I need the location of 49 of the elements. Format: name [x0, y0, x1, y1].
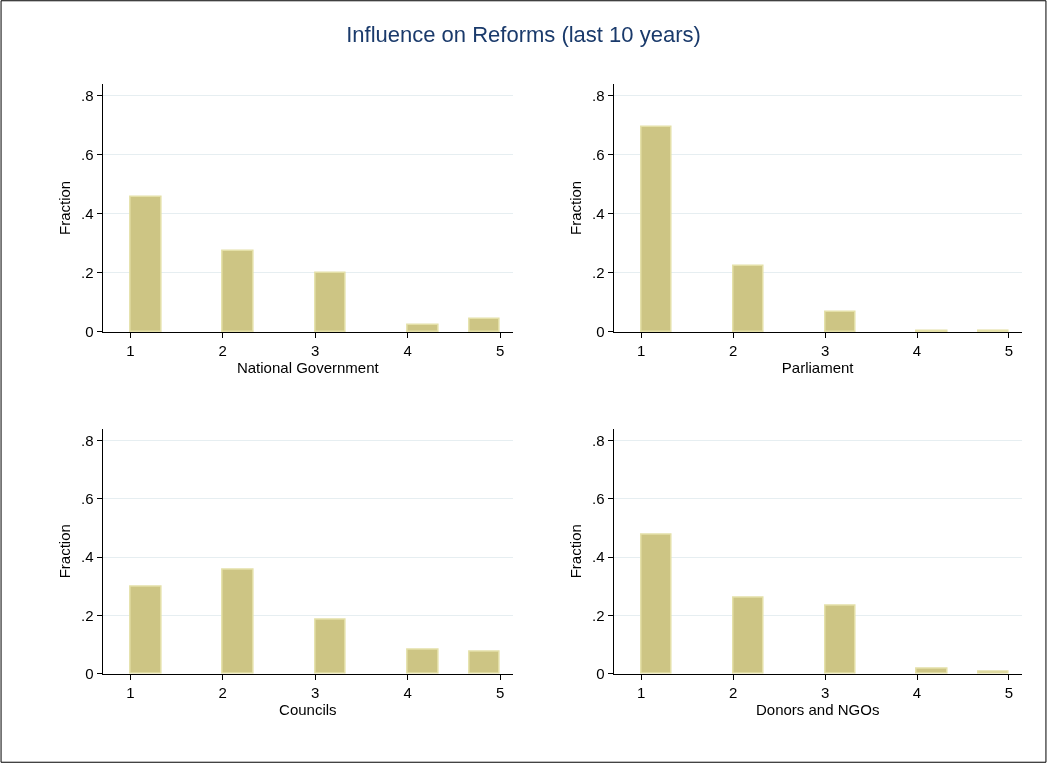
- chart-title: Influence on Reforms (last 10 years): [346, 22, 701, 48]
- x-tick-label: 5: [1004, 683, 1014, 701]
- y-tick-label: 0: [596, 664, 605, 682]
- y-tick-label: .8: [81, 431, 94, 449]
- y-tick-label: .6: [81, 490, 94, 508]
- x-tick-label: 5: [495, 341, 505, 359]
- y-tick-label: .8: [592, 431, 605, 449]
- x-tick-label: 3: [311, 341, 320, 359]
- x-axis-title: National Government: [236, 358, 380, 376]
- x-tick-label: 1: [126, 341, 135, 359]
- y-tick-label: .4: [81, 205, 94, 223]
- x-tick-label: 1: [126, 683, 135, 701]
- y-tick-label: .4: [592, 205, 605, 223]
- x-tick-label: 5: [495, 683, 505, 701]
- y-tick-label: .6: [592, 490, 605, 508]
- x-tick-label: 2: [728, 683, 738, 701]
- x-tick-label: 4: [912, 341, 922, 359]
- x-tick-label: 4: [912, 683, 922, 701]
- x-axis-title: Parliament: [781, 358, 855, 376]
- y-axis-title: Fraction: [56, 180, 74, 236]
- x-tick-label: 4: [403, 683, 412, 701]
- y-tick-label: .6: [81, 146, 94, 164]
- x-axis-title: Donors and NGOs: [756, 700, 880, 718]
- x-tick-label: 1: [636, 341, 646, 359]
- x-tick-label: 5: [1004, 341, 1014, 359]
- y-tick-label: .8: [81, 86, 94, 104]
- y-tick-label: 0: [596, 323, 605, 341]
- y-axis-title: Fraction: [56, 524, 74, 579]
- y-tick-label: .2: [592, 606, 605, 624]
- y-tick-label: .8: [592, 86, 605, 104]
- x-tick-label: 3: [820, 341, 830, 359]
- x-tick-label: 2: [218, 341, 227, 359]
- x-tick-label: 2: [218, 683, 227, 701]
- y-tick-label: .2: [81, 264, 94, 282]
- x-axis-title: Councils: [279, 700, 337, 718]
- y-tick-label: .2: [592, 264, 605, 282]
- y-axis-title: Fraction: [567, 180, 585, 236]
- y-tick-label: .2: [81, 606, 94, 624]
- y-tick-label: .4: [592, 548, 605, 566]
- y-axis-title: Fraction: [567, 524, 585, 579]
- y-tick-label: .4: [81, 548, 94, 566]
- x-tick-label: 4: [403, 341, 412, 359]
- y-tick-label: 0: [85, 664, 94, 682]
- y-tick-label: 0: [85, 323, 94, 341]
- x-tick-label: 3: [311, 683, 320, 701]
- x-tick-label: 3: [820, 683, 830, 701]
- x-tick-label: 2: [728, 341, 738, 359]
- x-tick-label: 1: [636, 683, 646, 701]
- y-tick-label: .6: [592, 146, 605, 164]
